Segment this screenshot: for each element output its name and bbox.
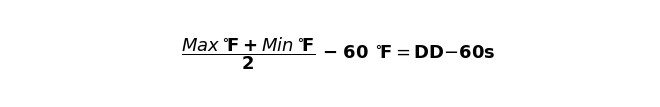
Text: $\dfrac{\boldsymbol{\mathit{Max}}\,\mathbf{{}^{\circ}\!F+\mathit{Min}\,{}^{\circ: $\dfrac{\boldsymbol{\mathit{Max}}\,\math… xyxy=(181,36,496,72)
